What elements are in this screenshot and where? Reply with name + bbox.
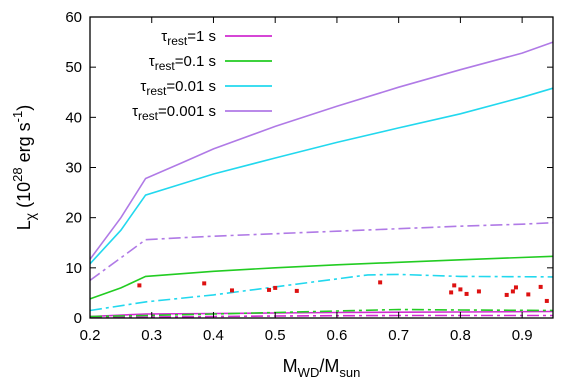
scatter-point bbox=[464, 291, 469, 296]
legend-label: τrest=1 s bbox=[161, 28, 216, 48]
scatter-point bbox=[458, 287, 463, 292]
series-line-2-dashdot bbox=[89, 314, 553, 319]
legend-label: τrest=0.1 s bbox=[149, 53, 216, 73]
scatter-point bbox=[137, 283, 142, 288]
series-line-7-solid bbox=[89, 41, 554, 260]
x-tick-label: 0.8 bbox=[450, 327, 471, 344]
y-tick-label: 30 bbox=[65, 160, 82, 177]
legend: τrest=1 s τrest=0.1 s τrest=0.01 s τrest=0.… bbox=[132, 28, 272, 123]
x-tick-label: 0.6 bbox=[327, 327, 348, 344]
scatter-point bbox=[452, 283, 457, 288]
y-tick-label: 50 bbox=[65, 59, 82, 76]
x-tick-label: 0.2 bbox=[80, 327, 101, 344]
scatter-point bbox=[476, 289, 481, 294]
scatter-point bbox=[449, 290, 454, 295]
scatter-point bbox=[544, 298, 549, 303]
scatter-point bbox=[513, 285, 518, 290]
scatter-point bbox=[229, 288, 234, 293]
x-tick-label: 0.7 bbox=[388, 327, 409, 344]
series-layer bbox=[89, 41, 554, 319]
scatter-point bbox=[267, 287, 272, 292]
x-tick-label: 0.5 bbox=[265, 327, 286, 344]
series-line-5-solid bbox=[89, 87, 554, 265]
x-tick-label: 0.3 bbox=[141, 327, 162, 344]
x-axis-label: MWD/Msun bbox=[283, 356, 361, 380]
x-tick-label: 0.4 bbox=[203, 327, 224, 344]
scatter-point bbox=[538, 284, 543, 289]
scatter-point bbox=[504, 292, 509, 297]
scatter-point bbox=[202, 281, 207, 286]
series-line-8-dashdot bbox=[89, 221, 554, 282]
y-axis-label: Lχ (1028 erg s-1) bbox=[10, 105, 38, 230]
scatter-point bbox=[378, 280, 383, 285]
scatter-point bbox=[510, 289, 515, 294]
scatter-layer bbox=[137, 280, 549, 303]
series-line-6-dashdot bbox=[89, 273, 554, 312]
legend-label: τrest=0.001 s bbox=[132, 103, 216, 123]
legend-label: τrest=0.01 s bbox=[140, 78, 216, 98]
y-tick-label: 10 bbox=[65, 260, 82, 277]
scatter-point bbox=[273, 285, 278, 290]
series-line-4-dashdot bbox=[89, 308, 554, 318]
scatter-point bbox=[526, 292, 531, 297]
x-tick-label: 0.9 bbox=[512, 327, 533, 344]
y-tick-label: 20 bbox=[65, 210, 82, 227]
axis-ticks: 0.2 0.3 0.4 0.5 0.6 0.7 0.8 0.9 0 10 20 30 40 50 60 bbox=[65, 9, 553, 344]
series-line-1-solid bbox=[89, 310, 554, 318]
scatter-point bbox=[294, 288, 299, 293]
y-tick-label: 0 bbox=[74, 310, 82, 327]
y-tick-label: 60 bbox=[65, 9, 82, 26]
series-line-3-solid bbox=[89, 255, 554, 300]
y-tick-label: 40 bbox=[65, 109, 82, 126]
